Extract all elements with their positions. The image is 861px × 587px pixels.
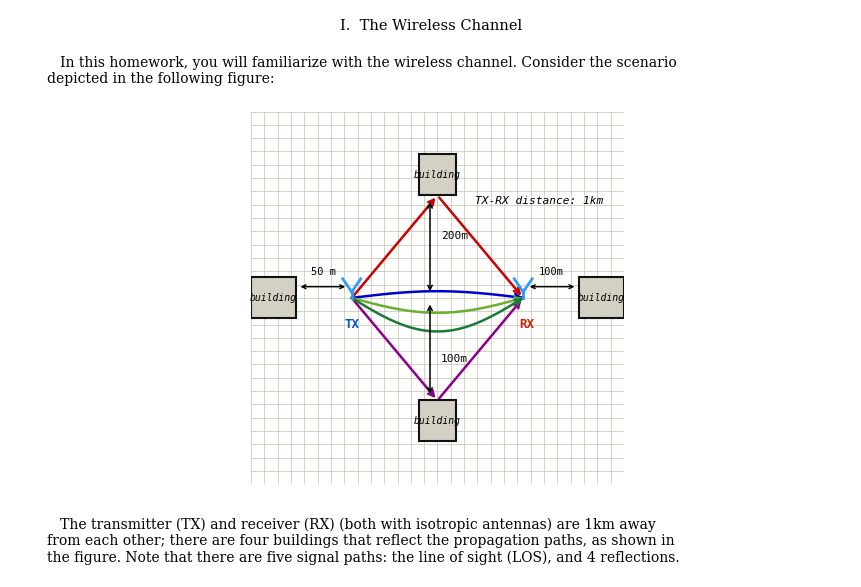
FancyBboxPatch shape [418,400,455,441]
Text: TX: TX [344,318,359,332]
Text: building: building [413,170,461,180]
Text: 200m: 200m [441,231,468,241]
FancyBboxPatch shape [579,278,623,318]
Text: 100m: 100m [538,268,563,278]
FancyBboxPatch shape [418,154,455,195]
Text: 100m: 100m [441,355,468,365]
Text: building: building [578,293,624,303]
Text: RX: RX [519,318,534,332]
Text: building: building [250,293,296,303]
Text: 50 m: 50 m [311,268,336,278]
Text: TX-RX distance: 1km: TX-RX distance: 1km [474,196,603,206]
Text: The transmitter (TX) and receiver (RX) (both with isotropic antennas) are 1km aw: The transmitter (TX) and receiver (RX) (… [47,518,679,565]
Text: building: building [413,416,461,426]
Text: I.  The Wireless Channel: I. The Wireless Channel [339,19,522,33]
FancyBboxPatch shape [251,278,295,318]
Text: In this homework, you will familiarize with the wireless channel. Consider the s: In this homework, you will familiarize w… [47,56,677,86]
